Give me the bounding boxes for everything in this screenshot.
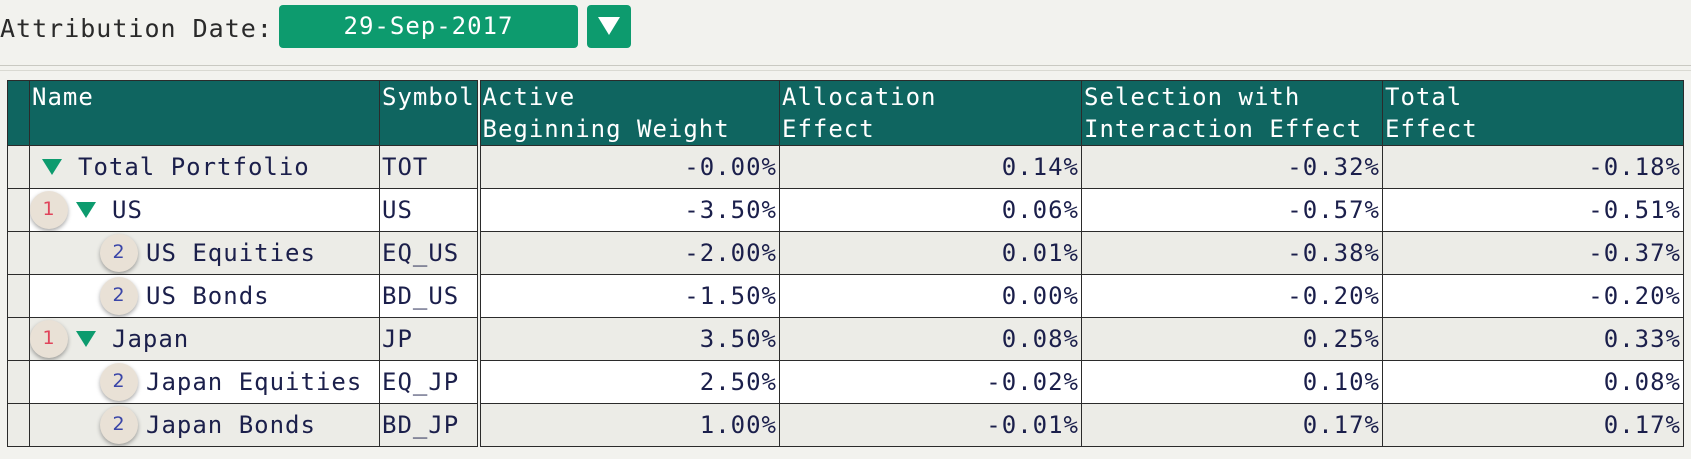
row-gutter[interactable] — [7, 403, 30, 447]
name-cell[interactable]: 1 US — [29, 188, 380, 232]
attribution-table: Name Symbol Active Beginning Weight Allo… — [7, 80, 1684, 447]
row-name: US — [112, 196, 143, 224]
level-badge: 1 — [30, 320, 68, 358]
divider — [0, 65, 1691, 66]
symbol-cell[interactable]: TOT — [379, 145, 479, 189]
symbol-cell[interactable]: US — [379, 188, 479, 232]
triangle-down-icon — [598, 17, 620, 35]
column-header-name[interactable]: Name — [29, 80, 380, 146]
row-gutter[interactable] — [7, 360, 30, 404]
name-cell[interactable]: Total Portfolio — [29, 145, 380, 189]
name-cell[interactable]: 1 Japan — [29, 317, 380, 361]
symbol-cell[interactable]: BD_US — [379, 274, 479, 318]
table-row[interactable]: 2 Japan Bonds BD_JP 1.00% -0.01% 0.17% 0.17% — [7, 403, 1684, 447]
row-gutter[interactable] — [7, 231, 30, 275]
row-gutter[interactable] — [7, 145, 30, 189]
table-row[interactable]: 1 US US -3.50% 0.06% -0.57% -0.51% — [7, 188, 1684, 232]
total-cell[interactable]: 0.08% — [1382, 360, 1684, 404]
date-dropdown-button[interactable] — [587, 5, 631, 48]
toolbar: Attribution Date: 29-Sep-2017 — [0, 0, 1691, 58]
active-cell[interactable]: -0.00% — [476, 145, 780, 189]
allocation-cell[interactable]: 0.08% — [779, 317, 1082, 361]
expand-triangle-icon[interactable] — [76, 202, 96, 218]
selection-cell[interactable]: -0.20% — [1081, 274, 1383, 318]
selection-cell[interactable]: -0.38% — [1081, 231, 1383, 275]
attribution-date-field[interactable]: 29-Sep-2017 — [279, 5, 578, 48]
total-cell[interactable]: -0.20% — [1382, 274, 1684, 318]
selection-cell[interactable]: -0.57% — [1081, 188, 1383, 232]
active-cell[interactable]: -1.50% — [476, 274, 780, 318]
column-header-allocation-effect[interactable]: Allocation Effect — [779, 80, 1082, 146]
column-header-symbol[interactable]: Symbol — [379, 80, 479, 146]
table-row[interactable]: 2 US Equities EQ_US -2.00% 0.01% -0.38% -0.37% — [7, 231, 1684, 275]
level-badge: 2 — [100, 234, 138, 272]
symbol-cell[interactable]: EQ_JP — [379, 360, 479, 404]
total-cell[interactable]: 0.33% — [1382, 317, 1684, 361]
active-cell[interactable]: -3.50% — [476, 188, 780, 232]
name-cell[interactable]: 2 US Equities — [29, 231, 380, 275]
selection-cell[interactable]: 0.10% — [1081, 360, 1383, 404]
row-name: Japan Equities — [146, 368, 363, 396]
row-name: Japan Bonds — [146, 411, 316, 439]
symbol-cell[interactable]: JP — [379, 317, 479, 361]
table-row[interactable]: Total Portfolio TOT -0.00% 0.14% -0.32% -0.18… — [7, 145, 1684, 189]
active-cell[interactable]: -2.00% — [476, 231, 780, 275]
total-cell[interactable]: -0.37% — [1382, 231, 1684, 275]
selection-cell[interactable]: -0.32% — [1081, 145, 1383, 189]
name-cell[interactable]: 2 Japan Bonds — [29, 403, 380, 447]
level-badge: 2 — [100, 277, 138, 315]
symbol-cell[interactable]: BD_JP — [379, 403, 479, 447]
allocation-cell[interactable]: 0.06% — [779, 188, 1082, 232]
allocation-cell[interactable]: 0.14% — [779, 145, 1082, 189]
row-name: Japan — [112, 325, 190, 353]
active-cell[interactable]: 3.50% — [476, 317, 780, 361]
table-row[interactable]: 2 US Bonds BD_US -1.50% 0.00% -0.20% -0.20% — [7, 274, 1684, 318]
expand-triangle-icon[interactable] — [76, 331, 96, 347]
name-cell[interactable]: 2 US Bonds — [29, 274, 380, 318]
total-cell[interactable]: -0.18% — [1382, 145, 1684, 189]
table-row[interactable]: 2 Japan Equities EQ_JP 2.50% -0.02% 0.10% 0.08… — [7, 360, 1684, 404]
column-header-total-effect[interactable]: Total Effect — [1382, 80, 1684, 146]
expand-triangle-icon[interactable] — [42, 159, 62, 175]
allocation-cell[interactable]: 0.00% — [779, 274, 1082, 318]
row-name: US Bonds — [146, 282, 270, 310]
table-row[interactable]: 1 Japan JP 3.50% 0.08% 0.25% 0.33% — [7, 317, 1684, 361]
allocation-cell[interactable]: 0.01% — [779, 231, 1082, 275]
column-header-selection-effect[interactable]: Selection with Interaction Effect — [1081, 80, 1383, 146]
level-badge: 2 — [100, 406, 138, 444]
row-gutter[interactable] — [7, 188, 30, 232]
row-gutter[interactable] — [7, 317, 30, 361]
header-row: Name Symbol Active Beginning Weight Allo… — [7, 80, 1684, 146]
column-header-active-weight[interactable]: Active Beginning Weight — [476, 80, 780, 146]
allocation-cell[interactable]: -0.02% — [779, 360, 1082, 404]
active-cell[interactable]: 1.00% — [476, 403, 780, 447]
row-gutter[interactable] — [7, 274, 30, 318]
total-cell[interactable]: -0.51% — [1382, 188, 1684, 232]
attribution-date-label: Attribution Date: — [0, 14, 273, 43]
level-badge: 1 — [30, 191, 68, 229]
row-name: US Equities — [146, 239, 316, 267]
name-cell[interactable]: 2 Japan Equities — [29, 360, 380, 404]
symbol-cell[interactable]: EQ_US — [379, 231, 479, 275]
allocation-cell[interactable]: -0.01% — [779, 403, 1082, 447]
total-cell[interactable]: 0.17% — [1382, 403, 1684, 447]
divider — [0, 70, 1691, 71]
active-cell[interactable]: 2.50% — [476, 360, 780, 404]
row-gutter-header — [7, 80, 30, 146]
row-name: Total Portfolio — [78, 153, 310, 181]
level-badge: 2 — [100, 363, 138, 401]
selection-cell[interactable]: 0.25% — [1081, 317, 1383, 361]
selection-cell[interactable]: 0.17% — [1081, 403, 1383, 447]
